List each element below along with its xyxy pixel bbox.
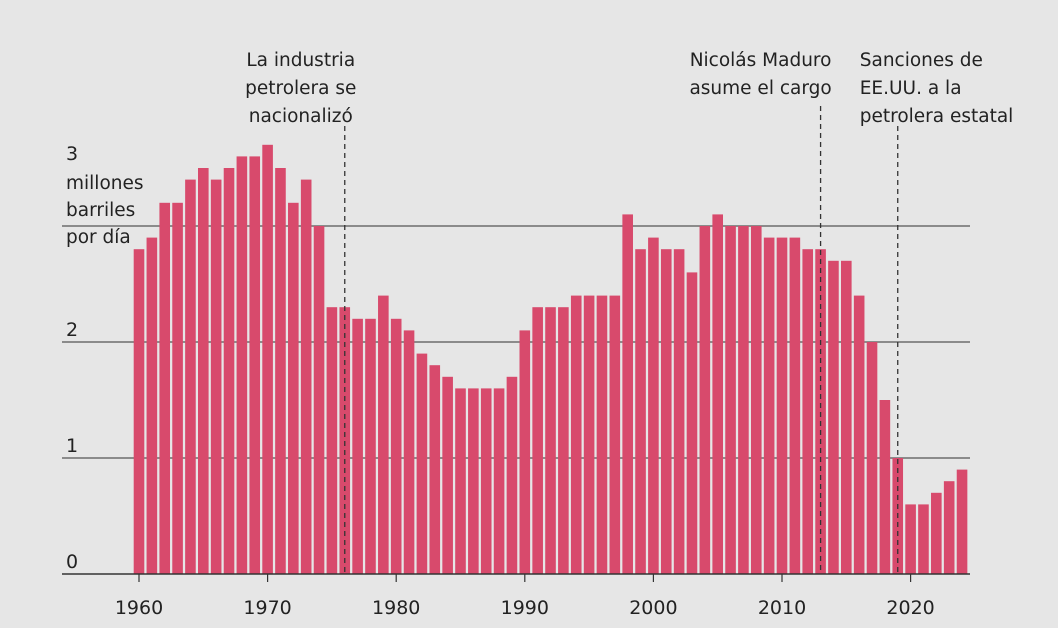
bar-2023 <box>943 481 955 574</box>
bar-1990 <box>519 330 531 574</box>
bar-1995 <box>583 295 595 574</box>
bar-1976 <box>339 307 351 574</box>
bar-2006 <box>725 226 736 574</box>
bar-1987 <box>480 388 492 574</box>
bar-1989 <box>506 376 518 574</box>
bar-1966 <box>210 179 222 574</box>
x-tick-label: 2010 <box>758 597 806 619</box>
bar-1960 <box>133 249 145 574</box>
bar-1972 <box>288 202 299 575</box>
bar-1986 <box>468 388 479 574</box>
bar-1996 <box>596 295 608 574</box>
bar-1992 <box>545 307 556 574</box>
y-tick-label: 3 <box>66 143 78 165</box>
y-tick-label: 0 <box>66 551 78 573</box>
bar-1970 <box>262 144 273 575</box>
x-tick-label: 1960 <box>115 597 163 619</box>
bar-2010 <box>776 237 788 574</box>
bar-1965 <box>198 168 209 574</box>
bar-1971 <box>275 168 286 574</box>
bar-1975 <box>326 307 338 574</box>
x-tick-label: 2000 <box>629 597 677 619</box>
bar-1979 <box>378 295 389 574</box>
bar-2017 <box>866 342 878 574</box>
annotation-text: petrolera se <box>245 78 356 99</box>
x-tick-label: 2020 <box>886 597 934 619</box>
bar-1982 <box>416 353 428 574</box>
bar-2009 <box>763 237 775 574</box>
x-tick-label: 1970 <box>243 597 291 619</box>
bar-2020 <box>905 504 916 574</box>
bar-2008 <box>750 226 762 574</box>
bar-1968 <box>236 156 248 574</box>
bar-1978 <box>365 318 376 574</box>
bar-1962 <box>159 202 171 575</box>
bar-1985 <box>455 388 466 574</box>
bar-2014 <box>828 260 839 574</box>
bar-2016 <box>853 295 865 574</box>
bar-1969 <box>249 156 261 574</box>
bar-2015 <box>841 260 852 574</box>
bar-2024 <box>956 469 968 574</box>
bar-1984 <box>442 376 453 574</box>
bar-2022 <box>931 492 942 574</box>
bar-1994 <box>570 295 582 574</box>
bar-1977 <box>352 318 363 574</box>
bar-1963 <box>172 202 183 575</box>
bar-2011 <box>789 237 801 574</box>
y-axis-label: barriles <box>66 200 135 221</box>
y-axis-label: millones <box>66 173 144 194</box>
bar-1998 <box>622 214 633 574</box>
bar-1999 <box>635 249 646 574</box>
y-axis-label: por día <box>66 227 131 248</box>
annotation-text: Sanciones de <box>860 50 983 71</box>
bar-1991 <box>532 307 543 574</box>
y-tick-label: 1 <box>66 435 78 457</box>
bar-2007 <box>738 226 749 574</box>
x-tick-label: 1990 <box>501 597 549 619</box>
bar-2013 <box>815 249 826 574</box>
bar-2003 <box>686 272 698 574</box>
bar-1983 <box>429 365 441 574</box>
x-tick-label: 1980 <box>372 597 420 619</box>
annotation-text: petrolera estatal <box>860 106 1014 127</box>
bar-2018 <box>879 400 891 574</box>
bar-2002 <box>673 249 685 574</box>
bar-2012 <box>802 249 814 574</box>
bar-1980 <box>390 318 402 574</box>
bar-2000 <box>648 237 659 574</box>
bar-1973 <box>300 179 312 574</box>
annotation-text: nacionalizó <box>249 106 353 127</box>
bar-2001 <box>660 249 672 574</box>
bar-1967 <box>223 168 235 574</box>
bar-1964 <box>185 179 196 574</box>
annotation-text: EE.UU. a la <box>860 78 962 99</box>
bar-1961 <box>146 237 158 574</box>
y-tick-label: 2 <box>66 319 78 341</box>
bar-2004 <box>699 226 711 574</box>
bar-1997 <box>609 295 621 574</box>
bar-1981 <box>403 330 415 574</box>
annotation-text: asume el cargo <box>689 78 831 99</box>
annotation-text: La industria <box>246 50 355 71</box>
bar-2005 <box>712 214 723 574</box>
bar-1988 <box>493 388 505 574</box>
bar-1993 <box>558 307 569 574</box>
annotation-text: Nicolás Maduro <box>690 50 832 71</box>
bar-2021 <box>918 504 929 574</box>
bar-1974 <box>313 226 325 574</box>
